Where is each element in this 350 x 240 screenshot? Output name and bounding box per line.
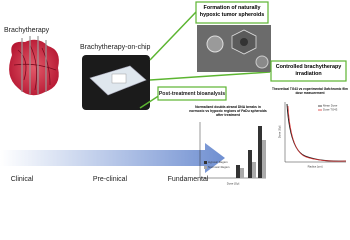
dose-panel [284, 102, 347, 163]
box-text: Controlled brachytherapy irradiation [275, 64, 342, 77]
panel-title: Normalized double-strand DNA breaks in n… [189, 105, 267, 117]
axis-label: Dose [Gy] [278, 126, 282, 139]
bar-title: Normalized double-strand DNA breaks in n… [189, 105, 267, 117]
axis-label: Dose [Gy] [227, 182, 240, 186]
box-label: Controlled brachytherapy irradiation [275, 64, 342, 77]
dose-title: Theoretical TG43 vs experimental Gafchro… [272, 87, 348, 95]
graphical-abstract: Clinical Pre-clinical Fundamental Brachy… [0, 1, 348, 186]
bar-panel [199, 122, 266, 179]
chip [82, 55, 150, 110]
box-label: Formation of naturally hypoxic tumor sph… [199, 5, 265, 18]
spheroid-image [197, 25, 271, 72]
box-text: Formation of naturally hypoxic tumor sph… [199, 5, 265, 18]
tumor [9, 36, 59, 96]
scale-arrow [0, 143, 225, 173]
legend-label: Hypoxic Region [208, 160, 228, 164]
panel-title: Theoretical TG43 vs experimental Gafchro… [272, 87, 348, 95]
stage-label: Fundamental [168, 176, 209, 183]
chip-label: Brachytherapy-on-chip [80, 44, 151, 51]
box [157, 86, 227, 101]
box [195, 1, 269, 24]
axis-label: Radius [cm] [308, 165, 323, 169]
connectors [139, 11, 271, 109]
box [270, 60, 347, 82]
left-label: Brachytherapy [4, 27, 50, 34]
stage-label: Pre-clinical [93, 176, 128, 183]
box-label: Post-treatment bioanalysis [159, 91, 225, 97]
legend-label: Mean Dose [323, 104, 338, 108]
legend-label: Dose TG43 [323, 108, 338, 112]
stage-label: Clinical [11, 176, 34, 183]
legend-label: Normoxic Region [208, 165, 230, 169]
